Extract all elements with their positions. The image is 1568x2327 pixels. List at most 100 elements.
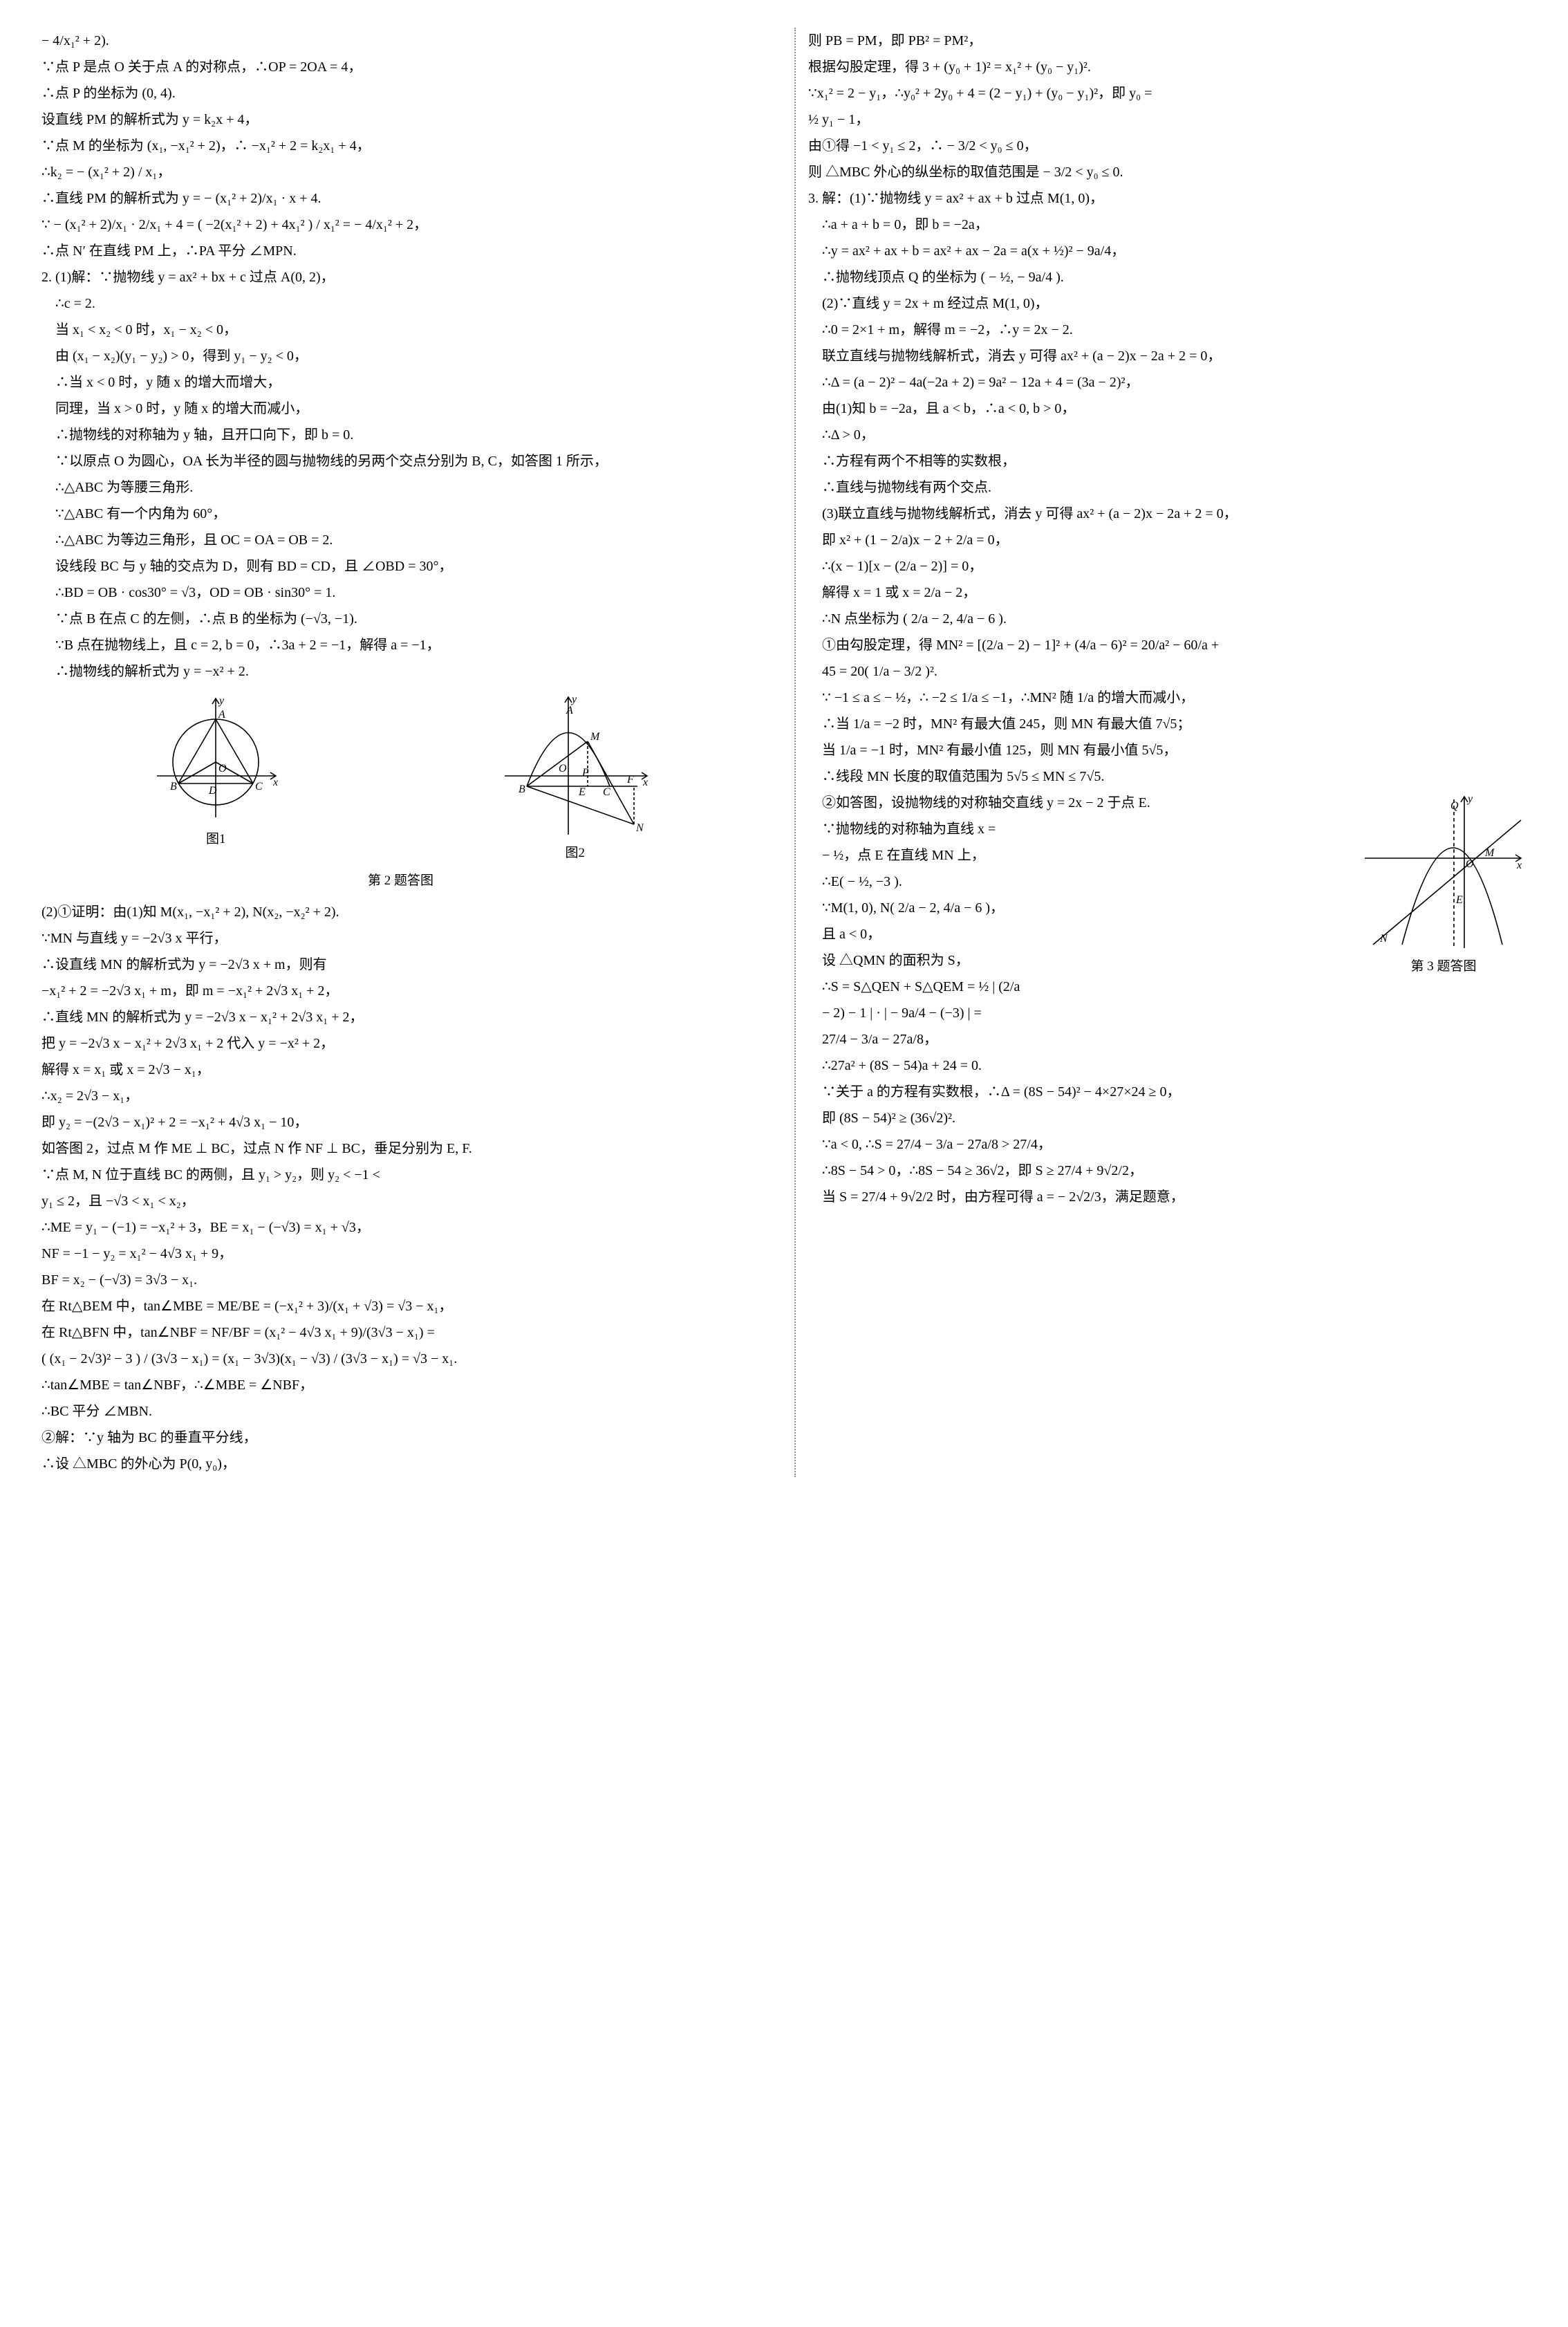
text-line: ∴0 = 2×1 + m，解得 m = −2，∴y = 2x − 2. (808, 317, 1527, 343)
svg-text:C: C (255, 781, 263, 792)
svg-text:x: x (272, 777, 278, 788)
text-line: ∴27a² + (8S − 54)a + 24 = 0. (808, 1053, 1527, 1079)
text-line: ∴直线 PM 的解析式为 y = − (x₁² + 2)/x₁ · x + 4. (41, 185, 760, 212)
text-line: ∵B 点在抛物线上，且 c = 2, b = 0，∴3a + 2 = −1，解得… (41, 632, 760, 658)
text-line: ∴抛物线顶点 Q 的坐标为 ( − ½, − 9a/4 ). (808, 264, 1527, 290)
svg-text:P: P (581, 767, 589, 779)
text-line: ∴k₂ = − (x₁² + 2) / x₁， (41, 159, 760, 185)
text-line: 联立直线与抛物线解析式，消去 y 可得 ax² + (a − 2)x − 2a … (808, 343, 1527, 369)
text-line: ∴c = 2. (41, 290, 760, 317)
svg-text:E: E (578, 786, 586, 798)
svg-text:O: O (218, 763, 227, 775)
text-line: 在 Rt△BFN 中，tan∠NBF = NF/BF = (x₁² − 4√3 … (41, 1319, 760, 1346)
svg-text:B: B (519, 784, 525, 795)
text-line: 在 Rt△BEM 中，tan∠MBE = ME/BE = (−x₁² + 3)/… (41, 1293, 760, 1319)
figure-1-caption: 图1 (150, 827, 281, 852)
text-line: (2)①证明：由(1)知 M(x₁, −x₁² + 2), N(x₂, −x₂²… (41, 899, 760, 925)
svg-text:x: x (642, 777, 648, 788)
text-line: 则 PB = PM，即 PB² = PM²， (808, 28, 1527, 54)
text-line: 把 y = −2√3 x − x₁² + 2√3 x₁ + 2 代入 y = −… (41, 1030, 760, 1057)
text-line: 2. (1)解：∵抛物线 y = ax² + bx + c 过点 A(0, 2)… (41, 264, 760, 290)
text-line: ∵ −1 ≤ a ≤ − ½，∴ −2 ≤ 1/a ≤ −1，∴MN² 随 1/… (808, 685, 1527, 711)
text-line: ∴设直线 MN 的解析式为 y = −2√3 x + m，则有 (41, 952, 760, 978)
svg-text:C: C (603, 786, 610, 798)
text-line: ∴y = ax² + ax + b = ax² + ax − 2a = a(x … (808, 238, 1527, 264)
figure-3: y x O Q M E N 第 3 题答图 (1361, 792, 1527, 979)
text-line: ∴△ABC 为等腰三角形. (41, 474, 760, 501)
text-line: ∴Δ = (a − 2)² − 4a(−2a + 2) = 9a² − 12a … (808, 369, 1527, 396)
text-line: ∵点 P 是点 O 关于点 A 的对称点，∴OP = 2OA = 4， (41, 54, 760, 80)
figure-3-svg: y x O Q M E N (1361, 792, 1527, 952)
text-line: 解得 x = 1 或 x = 2/a − 2， (808, 580, 1527, 606)
page-root: − 4/x₁² + 2). ∵点 P 是点 O 关于点 A 的对称点，∴OP =… (41, 28, 1527, 1477)
text-line: ∴方程有两个不相等的实数根， (808, 448, 1527, 474)
text-line: y₁ ≤ 2，且 −√3 < x₁ < x₂， (41, 1188, 760, 1214)
text-line: ∵ − (x₁² + 2)/x₁ · 2/x₁ + 4 = ( −2(x₁² +… (41, 212, 760, 238)
text-line: 即 y₂ = −(2√3 − x₁)² + 2 = −x₁² + 4√3 x₁ … (41, 1109, 760, 1135)
svg-text:y: y (570, 694, 577, 705)
svg-text:N: N (1379, 933, 1388, 945)
text-line: ∴直线 MN 的解析式为 y = −2√3 x − x₁² + 2√3 x₁ +… (41, 1004, 760, 1030)
right-column: 则 PB = PM，即 PB² = PM²， 根据勾股定理，得 3 + (y₀ … (794, 28, 1527, 1477)
text-line: ∴BC 平分 ∠MBN. (41, 1398, 760, 1425)
text-line: 根据勾股定理，得 3 + (y₀ + 1)² = x₁² + (y₀ − y₁)… (808, 54, 1527, 80)
text-line: ∴8S − 54 > 0，∴8S − 54 ≥ 36√2，即 S ≥ 27/4 … (808, 1158, 1527, 1184)
text-line: ∴点 N′ 在直线 PM 上，∴PA 平分 ∠MPN. (41, 238, 760, 264)
text-line: 当 S = 27/4 + 9√2/2 时，由方程可得 a = − 2√2/3，满… (808, 1184, 1527, 1210)
text-line: 解得 x = x₁ 或 x = 2√3 − x₁， (41, 1057, 760, 1083)
text-line: ∵以原点 O 为圆心，OA 长为半径的圆与抛物线的另两个交点分别为 B, C，如… (41, 448, 760, 474)
text-line: ∵点 M, N 位于直线 BC 的两侧，且 y₁ > y₂，则 y₂ < −1 … (41, 1162, 760, 1188)
text-line: ∴点 P 的坐标为 (0, 4). (41, 80, 760, 106)
text-line: −x₁² + 2 = −2√3 x₁ + m，即 m = −x₁² + 2√3 … (41, 978, 760, 1004)
text-line: ∵点 M 的坐标为 (x₁, −x₁² + 2)，∴ −x₁² + 2 = k₂… (41, 133, 760, 159)
text-line: − 2) − 1 | · | − 9a/4 − (−3) | = (808, 1000, 1527, 1026)
text-line: 由 (x₁ − x₂)(y₁ − y₂) > 0，得到 y₁ − y₂ < 0， (41, 343, 760, 369)
figure-main-caption: 第 2 题答图 (41, 869, 760, 893)
text-line: ∴BD = OB · cos30° = √3，OD = OB · sin30° … (41, 580, 760, 606)
text-line: ½ y₁ − 1， (808, 106, 1527, 133)
text-line: (3)联立直线与抛物线解析式，消去 y 可得 ax² + (a − 2)x − … (808, 501, 1527, 527)
text-line: 即 x² + (1 − 2/a)x − 2 + 2/a = 0， (808, 527, 1527, 553)
figure-2-svg: y x A O B C M N E F P (499, 693, 651, 838)
text-line: ∴设 △MBC 的外心为 P(0, y₀)， (41, 1451, 760, 1477)
text-line: 设线段 BC 与 y 轴的交点为 D，则有 BD = CD，且 ∠OBD = 3… (41, 553, 760, 580)
text-line: ∵MN 与直线 y = −2√3 x 平行， (41, 925, 760, 952)
svg-text:y: y (218, 695, 225, 707)
text-line: ∵a < 0, ∴S = 27/4 − 3/a − 27a/8 > 27/4， (808, 1131, 1527, 1158)
text-line: ∴Δ > 0， (808, 422, 1527, 448)
text-line: 3. 解：(1)∵抛物线 y = ax² + ax + b 过点 M(1, 0)… (808, 185, 1527, 212)
text-line: 同理，当 x > 0 时，y 随 x 的增大而减小， (41, 396, 760, 422)
text-line: ∵△ABC 有一个内角为 60°， (41, 501, 760, 527)
text-line: (2)∵直线 y = 2x + m 经过点 M(1, 0)， (808, 290, 1527, 317)
figure-row: y x A O B C D 图1 (41, 693, 760, 866)
svg-text:E: E (1455, 894, 1463, 906)
text-line: NF = −1 − y₂ = x₁² − 4√3 x₁ + 9， (41, 1241, 760, 1267)
text-line: ∴N 点坐标为 ( 2/a − 2, 4/a − 6 ). (808, 606, 1527, 632)
svg-text:y: y (1466, 793, 1473, 805)
svg-text:F: F (626, 774, 634, 786)
svg-text:x: x (1516, 860, 1522, 871)
text-line: ∵x₁² = 2 − y₁，∴y₀² + 2y₀ + 4 = (2 − y₁) … (808, 80, 1527, 106)
figure-1-svg: y x A O B C D (150, 693, 281, 824)
text-line: ( (x₁ − 2√3)² − 3 ) / (3√3 − x₁) = (x₁ −… (41, 1346, 760, 1372)
text-line: ∴a + a + b = 0，即 b = −2a， (808, 212, 1527, 238)
text-line: ∵点 B 在点 C 的左侧，∴点 B 的坐标为 (−√3, −1). (41, 606, 760, 632)
text-line: ∴当 1/a = −2 时，MN² 有最大值 245，则 MN 有最大值 7√5… (808, 711, 1527, 737)
left-column: − 4/x₁² + 2). ∵点 P 是点 O 关于点 A 的对称点，∴OP =… (41, 28, 760, 1477)
text-line: ∴x₂ = 2√3 − x₁， (41, 1083, 760, 1109)
text-line: ∴抛物线的对称轴为 y 轴，且开口向下，即 b = 0. (41, 422, 760, 448)
text-line: ∴直线与抛物线有两个交点. (808, 474, 1527, 501)
text-line: 当 1/a = −1 时，MN² 有最小值 125，则 MN 有最小值 5√5， (808, 737, 1527, 763)
text-line: ②解：∵y 轴为 BC 的垂直平分线， (41, 1425, 760, 1451)
svg-text:N: N (635, 822, 644, 834)
svg-text:D: D (208, 785, 217, 797)
text-line: 由①得 −1 < y₁ ≤ 2，∴ − 3/2 < y₀ ≤ 0， (808, 133, 1527, 159)
svg-text:O: O (559, 763, 567, 775)
svg-text:M: M (1484, 847, 1495, 859)
svg-text:B: B (170, 781, 177, 792)
text-line: ∴△ABC 为等边三角形，且 OC = OA = OB = 2. (41, 527, 760, 553)
text-line: 设直线 PM 的解析式为 y = k₂x + 4， (41, 106, 760, 133)
text-line: ①由勾股定理，得 MN² = [(2/a − 2) − 1]² + (4/a −… (808, 632, 1527, 658)
figure-2: y x A O B C M N E F P 图2 (499, 693, 651, 866)
text-line: ∴抛物线的解析式为 y = −x² + 2. (41, 658, 760, 685)
